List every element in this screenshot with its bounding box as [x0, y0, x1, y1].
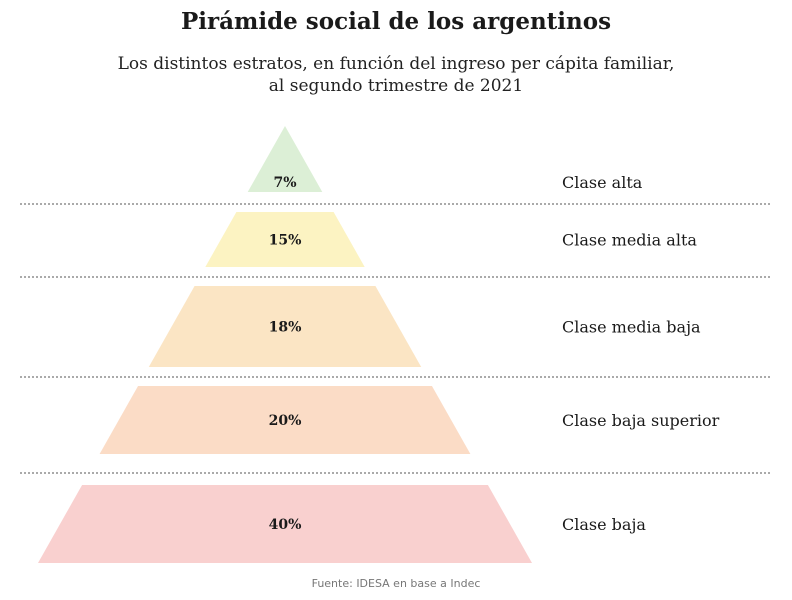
value-label: 15%	[269, 233, 302, 249]
chart-subtitle: Los distintos estratos, en función del i…	[0, 53, 792, 97]
value-label: 7%	[273, 175, 296, 191]
category-label: Clase baja	[562, 515, 646, 534]
category-label: Clase baja superior	[562, 411, 720, 430]
value-label: 40%	[269, 517, 302, 533]
category-label: Clase media baja	[562, 318, 701, 337]
pyramid-segment	[205, 212, 365, 267]
pyramid-segment	[148, 286, 422, 367]
subtitle-line-1: Los distintos estratos, en función del i…	[117, 54, 675, 74]
category-label: Clase alta	[562, 173, 643, 192]
value-label: 20%	[269, 413, 302, 429]
value-label: 18%	[269, 320, 302, 336]
source-note: Fuente: IDESA en base a Indec	[311, 577, 481, 590]
pyramid-segment	[247, 126, 323, 192]
subtitle-line-2: al segundo trimestre de 2021	[268, 76, 524, 96]
category-label: Clase media alta	[562, 231, 697, 250]
chart-title: Pirámide social de los argentinos	[180, 8, 612, 35]
pyramid-segment	[38, 485, 532, 563]
pyramid-segment	[99, 386, 471, 454]
